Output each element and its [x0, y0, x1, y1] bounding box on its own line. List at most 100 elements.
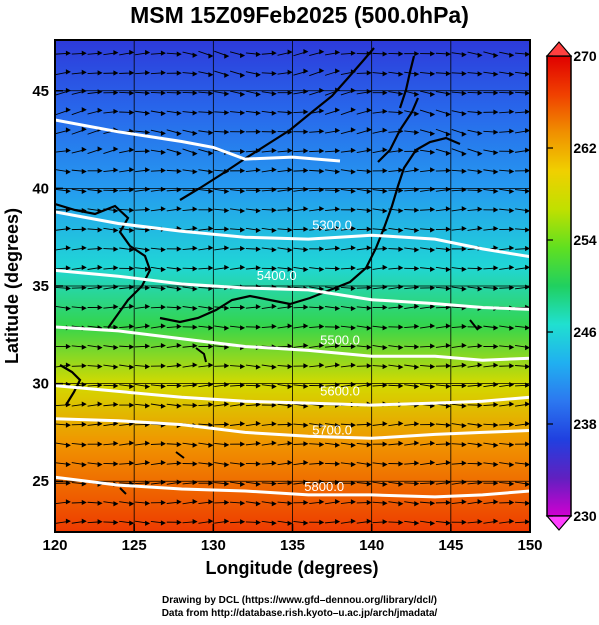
wind-arrow	[404, 480, 420, 487]
wind-arrow	[515, 127, 530, 134]
wind-arrow	[499, 71, 515, 77]
wind-arrow	[451, 423, 467, 429]
wind-arrow	[293, 109, 309, 115]
wind-arrow	[182, 90, 198, 96]
wind-arrow	[87, 227, 103, 233]
wind-arrow	[499, 442, 515, 448]
wind-arrow	[388, 364, 404, 370]
wind-arrow	[103, 108, 119, 115]
wind-arrow	[103, 146, 119, 154]
wind-arrow	[388, 481, 404, 487]
wind-arrow	[515, 401, 530, 407]
wind-arrow	[515, 363, 530, 370]
wind-arrow	[356, 107, 372, 115]
wind-arrow	[372, 108, 388, 114]
wind-arrow	[467, 461, 483, 467]
contour-label-5600: 5600.0	[320, 383, 360, 398]
wind-arrow	[103, 89, 119, 96]
wind-arrow	[419, 109, 436, 118]
wind-arrow	[356, 127, 372, 135]
wind-arrow	[293, 363, 309, 369]
wind-arrow	[119, 207, 135, 213]
wind-arrow	[309, 305, 325, 311]
wind-arrow	[435, 91, 451, 97]
wind-arrow	[245, 71, 261, 78]
wind-arrow	[214, 226, 230, 232]
wind-arrow	[325, 423, 341, 429]
wind-arrow	[135, 460, 151, 466]
wind-arrow	[515, 441, 530, 447]
wind-arrow	[451, 460, 467, 466]
wind-arrow	[214, 518, 230, 524]
wind-arrow	[277, 384, 293, 390]
wind-arrow	[182, 286, 198, 292]
wind-arrow	[340, 499, 356, 505]
wind-arrow	[420, 421, 436, 428]
wind-arrow	[230, 188, 246, 194]
wind-arrow	[245, 501, 261, 507]
wind-arrow	[372, 168, 388, 174]
wind-arrow	[451, 206, 467, 212]
wind-arrow	[198, 461, 214, 468]
wind-arrow	[499, 168, 515, 175]
wind-arrow	[435, 422, 451, 428]
wind-arrow	[451, 110, 467, 117]
wind-arrow	[245, 519, 261, 526]
wind-arrow	[340, 461, 356, 468]
wind-arrow	[135, 403, 151, 409]
colorbar: 230 238 246 254 262 270	[545, 41, 597, 531]
wind-arrow	[261, 91, 277, 97]
wind-arrow	[325, 461, 341, 467]
wind-arrow	[198, 480, 214, 486]
wind-arrow	[150, 50, 166, 56]
wind-arrow	[55, 107, 71, 116]
wind-arrow	[356, 363, 372, 369]
wind-arrow	[483, 129, 499, 135]
wind-arrow	[499, 518, 515, 524]
wind-arrow	[135, 90, 151, 96]
wind-arrow	[166, 323, 182, 330]
wind-arrow	[309, 68, 325, 77]
wind-arrow	[451, 148, 467, 157]
wind-arrow	[420, 440, 436, 446]
wind-arrow	[55, 245, 71, 251]
wind-arrow	[404, 129, 420, 136]
wind-arrow	[166, 342, 182, 349]
wind-arrow	[420, 520, 436, 526]
wind-arrow	[87, 168, 103, 174]
wind-arrow	[214, 110, 230, 116]
wind-arrow	[372, 441, 388, 447]
y-axis-ticks: 25 30 35 40 45	[32, 83, 63, 490]
wind-arrow	[245, 461, 261, 467]
wind-arrow	[325, 169, 341, 175]
coastlines	[55, 47, 479, 495]
wind-arrow	[55, 69, 71, 75]
wind-arrow	[420, 364, 436, 370]
wind-arrow	[325, 324, 341, 330]
wind-arrow	[245, 227, 261, 234]
wind-arrow	[356, 305, 372, 311]
wind-arrow	[309, 148, 325, 154]
wind-arrow	[182, 266, 198, 272]
wind-arrow	[230, 421, 246, 427]
wind-arrow	[261, 520, 277, 526]
wind-arrow	[71, 499, 87, 506]
credit-drawing: Drawing by DCL (https://www.gfd–dennou.o…	[161, 595, 437, 606]
wind-arrow	[293, 422, 309, 428]
wind-arrow	[435, 383, 451, 389]
wind-arrow	[451, 499, 467, 505]
wind-arrow	[182, 442, 198, 448]
wind-arrow	[340, 285, 356, 292]
wind-arrow	[198, 225, 214, 232]
wind-arrow	[325, 49, 341, 56]
wind-arrow	[467, 499, 483, 505]
wind-arrow	[404, 344, 420, 350]
wind-arrow	[340, 362, 356, 368]
wind-arrow	[214, 363, 230, 369]
wind-arrow	[451, 128, 467, 137]
wind-arrow	[340, 442, 356, 448]
wind-arrow	[55, 169, 71, 175]
wind-arrow	[277, 343, 293, 349]
wind-arrow	[325, 266, 341, 272]
x-tick-label: 130	[201, 537, 226, 554]
